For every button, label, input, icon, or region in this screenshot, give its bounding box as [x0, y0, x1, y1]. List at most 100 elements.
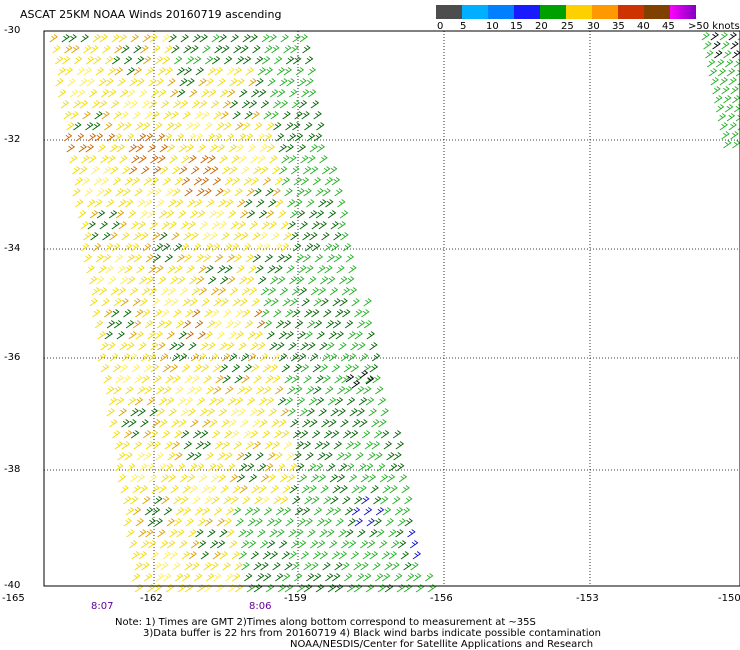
wind-barb: [285, 331, 294, 340]
wind-barb: [247, 518, 256, 527]
wind-barb: [194, 507, 204, 516]
wind-barb: [136, 452, 145, 461]
wind-barb: [315, 210, 325, 219]
wind-barb: [367, 474, 377, 483]
wind-barb: [719, 32, 728, 41]
wind-barb: [296, 188, 305, 197]
wind-barb: [319, 364, 329, 373]
wind-barb: [176, 342, 185, 351]
wind-barb: [309, 166, 319, 175]
map-frame: [43, 30, 740, 587]
wind-barb: [254, 518, 263, 527]
wind-barb: [246, 210, 256, 219]
wind-barb: [113, 111, 122, 120]
wind-barb: [221, 232, 230, 241]
wind-barb: [159, 232, 168, 241]
colorbar-swatch: [644, 5, 670, 19]
wind-barb: [273, 309, 282, 318]
wind-barb: [98, 78, 107, 87]
wind-barb: [212, 364, 222, 373]
wind-barb: [187, 133, 197, 142]
wind-barb: [156, 386, 165, 395]
wind-barb: [112, 177, 122, 186]
wind-barb: [71, 45, 80, 54]
wind-barb: [201, 298, 210, 307]
wind-barb: [121, 166, 131, 175]
wind-barb: [221, 353, 231, 362]
wind-barb: [163, 320, 173, 329]
wind-barb: [114, 45, 123, 54]
wind-barb: [299, 430, 309, 439]
wind-barb: [344, 507, 354, 516]
wind-barb: [130, 34, 139, 43]
wind-barb: [277, 463, 286, 472]
wind-barb: [321, 419, 330, 428]
wind-barb: [235, 122, 244, 131]
wind-barb: [326, 529, 335, 538]
wind-barb: [318, 408, 327, 417]
wind-barb: [190, 419, 199, 428]
wind-barb: [270, 485, 279, 494]
wind-barb: [316, 122, 325, 131]
wind-barb: [192, 56, 202, 65]
wind-barb: [263, 298, 272, 307]
wind-barb: [255, 78, 264, 87]
wind-barb: [113, 298, 122, 307]
wind-barb: [213, 111, 222, 120]
wind-barb: [130, 496, 139, 505]
wind-barb: [383, 441, 393, 450]
wind-barb: [134, 375, 143, 384]
wind-barb: [151, 111, 160, 120]
wind-barb: [376, 529, 385, 538]
wind-barb: [184, 375, 193, 384]
wind-barb: [381, 551, 391, 560]
wind-barb: [365, 463, 374, 472]
wind-barb: [203, 375, 212, 384]
wind-barb: [350, 364, 360, 373]
wind-barb: [353, 375, 362, 384]
wind-barb: [152, 232, 161, 241]
wind-barb: [135, 122, 144, 131]
wind-barb: [280, 221, 289, 230]
wind-barb: [132, 111, 141, 120]
note-line-1: Note: 1) Times are GMT 2)Times along bot…: [115, 617, 536, 628]
wind-barb: [269, 155, 278, 164]
wind-barb: [244, 111, 253, 120]
wind-barb: [703, 41, 712, 50]
wind-barb: [309, 353, 319, 362]
wind-barb: [277, 584, 287, 593]
wind-barb: [347, 518, 356, 527]
wind-barb: [210, 562, 219, 571]
wind-barb: [175, 199, 184, 208]
wind-barb: [148, 287, 158, 296]
wind-barb: [228, 331, 237, 340]
wind-barb: [186, 265, 195, 274]
wind-barb: [195, 254, 205, 263]
wind-barb: [308, 276, 317, 285]
wind-barb: [163, 573, 172, 582]
wind-barb: [413, 573, 422, 582]
wind-barb: [107, 342, 116, 351]
wind-barb: [103, 188, 112, 197]
wind-barb: [210, 287, 220, 296]
wind-barb: [278, 331, 287, 340]
wind-barb: [222, 562, 231, 571]
wind-barb: [372, 562, 381, 571]
wind-barb: [181, 155, 190, 164]
wind-barb: [159, 540, 169, 549]
wind-barb: [363, 386, 372, 395]
wind-barb: [288, 342, 297, 351]
wind-barb: [252, 232, 261, 241]
wind-barb: [300, 364, 310, 373]
wind-barb: [175, 320, 185, 329]
wind-barb: [169, 155, 178, 164]
wind-barb: [143, 177, 153, 186]
wind-barb: [79, 78, 88, 87]
wind-barb: [347, 353, 357, 362]
wind-barb: [726, 113, 736, 122]
wind-barb: [363, 320, 373, 329]
wind-barb: [281, 155, 290, 164]
wind-barb: [310, 100, 320, 109]
wind-barb: [229, 100, 239, 109]
wind-barb: [123, 243, 133, 252]
